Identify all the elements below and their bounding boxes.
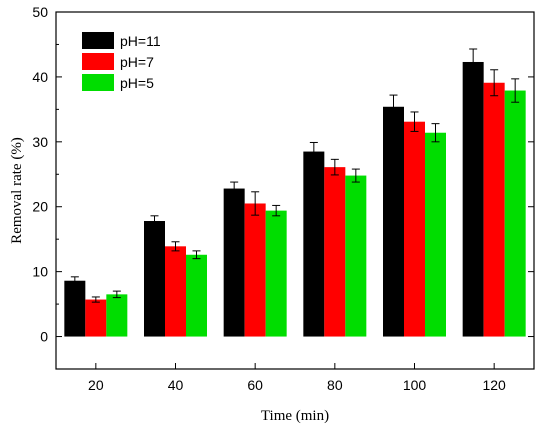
bar (106, 294, 128, 337)
plot-frame (55, 11, 535, 370)
bar (186, 254, 207, 337)
y-tick-label: 0 (40, 329, 48, 345)
bar (345, 175, 367, 337)
bar (64, 280, 86, 337)
y-tick-label: 30 (32, 134, 48, 150)
bar (383, 106, 404, 337)
plot-area (64, 48, 526, 337)
legend-label: pH=5 (120, 75, 154, 91)
y-tick-label: 50 (32, 4, 48, 20)
legend-label: pH=11 (120, 33, 161, 49)
bar (504, 90, 526, 337)
x-tick-label: 20 (88, 377, 104, 393)
legend-swatch (82, 53, 114, 70)
legend-label: pH=7 (120, 54, 154, 70)
bar (324, 167, 346, 337)
y-tick-label: 10 (32, 264, 48, 280)
bar (265, 210, 287, 337)
axes: 0 10 20 30 40 50 20 40 60 80 100 120 (32, 4, 535, 393)
x-tick-label: 80 (327, 377, 343, 393)
bar (223, 188, 245, 337)
legend-swatch (82, 74, 114, 91)
bar (404, 121, 425, 337)
y-axis-title: Removal rate (%) (9, 137, 25, 244)
bar (244, 203, 266, 337)
bar (85, 299, 107, 337)
x-tick-label: 120 (482, 377, 506, 393)
y-tick-label: 40 (32, 69, 48, 85)
bar (144, 221, 165, 337)
bar (425, 132, 446, 337)
bar (303, 151, 325, 337)
legend: pH=11 pH=7 pH=5 (82, 32, 161, 91)
x-tick-label: 40 (168, 377, 184, 393)
bar (483, 82, 505, 337)
x-axis-title: Time (min) (261, 408, 329, 424)
bar (165, 246, 186, 337)
bar (462, 61, 484, 337)
x-tick-label: 60 (247, 377, 263, 393)
x-tick-label: 100 (403, 377, 427, 393)
y-tick-label: 20 (32, 199, 48, 215)
legend-swatch (82, 32, 114, 49)
